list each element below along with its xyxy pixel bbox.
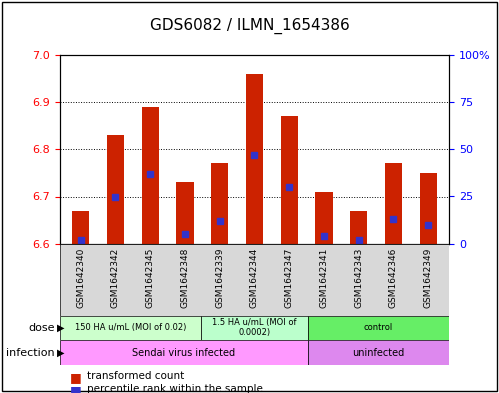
- Bar: [176, 182, 194, 244]
- Text: percentile rank within the sample: percentile rank within the sample: [87, 384, 263, 393]
- Bar: [60, 340, 307, 365]
- Text: Sendai virus infected: Sendai virus infected: [132, 347, 236, 358]
- Text: GSM1642348: GSM1642348: [181, 247, 190, 308]
- Bar: [280, 116, 298, 244]
- Text: GSM1642347: GSM1642347: [285, 247, 294, 308]
- Text: GSM1642342: GSM1642342: [111, 247, 120, 308]
- Bar: [142, 107, 159, 244]
- Text: GSM1642345: GSM1642345: [146, 247, 155, 308]
- Text: GSM1642349: GSM1642349: [424, 247, 433, 308]
- Bar: [107, 135, 124, 244]
- Bar: [211, 163, 229, 244]
- Text: GDS6082 / ILMN_1654386: GDS6082 / ILMN_1654386: [150, 18, 349, 34]
- Text: GSM1642344: GSM1642344: [250, 247, 259, 308]
- Text: GSM1642339: GSM1642339: [215, 247, 224, 308]
- Text: transformed count: transformed count: [87, 371, 185, 381]
- Text: ▶: ▶: [57, 323, 65, 333]
- Bar: [350, 211, 367, 244]
- Text: 150 HA u/mL (MOI of 0.02): 150 HA u/mL (MOI of 0.02): [75, 323, 186, 332]
- Text: ▶: ▶: [57, 347, 65, 358]
- Bar: [420, 173, 437, 244]
- Bar: [72, 211, 89, 244]
- Text: GSM1642340: GSM1642340: [76, 247, 85, 308]
- Text: infection: infection: [6, 347, 55, 358]
- Text: GSM1642341: GSM1642341: [319, 247, 328, 308]
- Bar: [60, 316, 202, 340]
- Text: GSM1642346: GSM1642346: [389, 247, 398, 308]
- Text: ■: ■: [70, 384, 82, 393]
- Bar: [202, 316, 307, 340]
- Bar: [307, 316, 449, 340]
- Text: GSM1642343: GSM1642343: [354, 247, 363, 308]
- Text: ■: ■: [70, 371, 82, 384]
- Bar: [246, 74, 263, 244]
- Bar: [385, 163, 402, 244]
- Text: control: control: [364, 323, 393, 332]
- Bar: [307, 340, 449, 365]
- Text: dose: dose: [28, 323, 55, 333]
- Text: uninfected: uninfected: [352, 347, 405, 358]
- Text: 1.5 HA u/mL (MOI of
0.0002): 1.5 HA u/mL (MOI of 0.0002): [212, 318, 297, 338]
- Bar: [60, 244, 449, 316]
- Bar: [315, 192, 333, 244]
